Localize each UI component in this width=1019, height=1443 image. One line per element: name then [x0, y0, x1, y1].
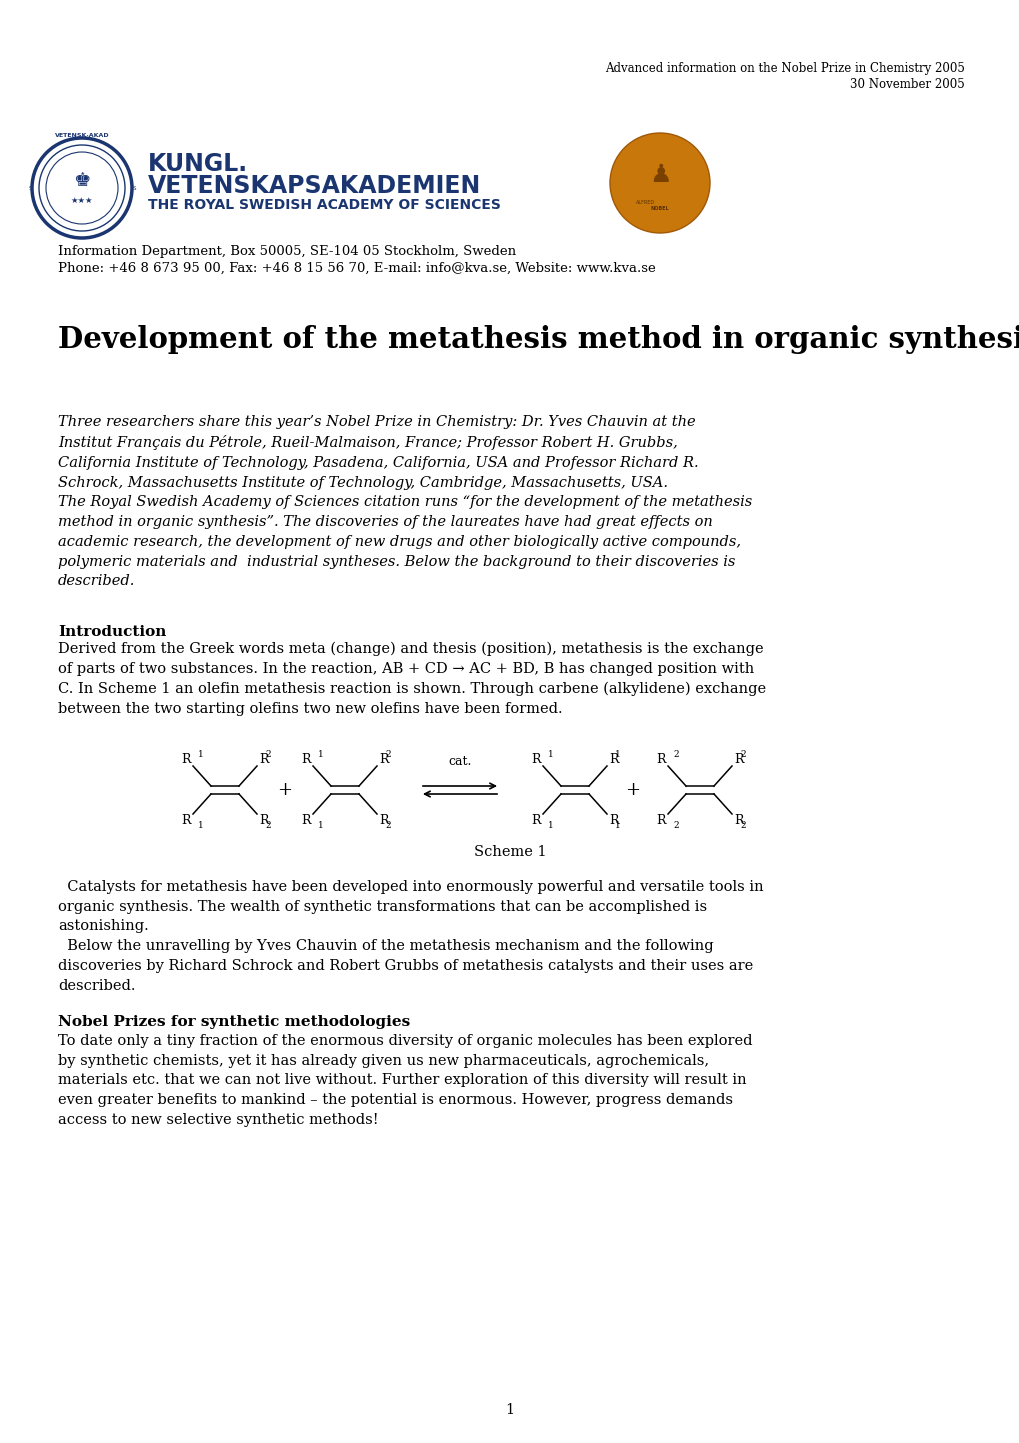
Text: R: R — [734, 814, 743, 827]
Text: NOBEL: NOBEL — [650, 206, 668, 212]
Text: 2: 2 — [384, 750, 390, 759]
Text: ♚: ♚ — [73, 170, 91, 189]
Text: VETENSK·AKAD: VETENSK·AKAD — [55, 133, 109, 139]
Text: R: R — [531, 753, 540, 766]
Text: 1: 1 — [318, 750, 323, 759]
Text: +: + — [625, 781, 639, 799]
Circle shape — [613, 137, 705, 229]
Text: Scheme 1: Scheme 1 — [473, 846, 546, 859]
Text: R: R — [656, 753, 665, 766]
Text: R: R — [608, 814, 618, 827]
Text: R: R — [181, 753, 191, 766]
Text: 1: 1 — [318, 821, 323, 830]
Text: 1: 1 — [198, 821, 204, 830]
Text: R: R — [259, 753, 268, 766]
Text: Catalysts for metathesis have been developed into enormously powerful and versat: Catalysts for metathesis have been devel… — [58, 880, 763, 993]
Text: R: R — [531, 814, 540, 827]
Text: 2: 2 — [673, 821, 678, 830]
Text: +: + — [277, 781, 292, 799]
Text: KUNGL.: KUNGL. — [148, 152, 248, 176]
Text: 1: 1 — [614, 750, 621, 759]
Text: Advanced information on the Nobel Prize in Chemistry 2005: Advanced information on the Nobel Prize … — [604, 62, 964, 75]
Text: 2: 2 — [739, 750, 745, 759]
Text: Three researchers share this year’s Nobel Prize in Chemistry: Dr. Yves Chauvin a: Three researchers share this year’s Nobe… — [58, 416, 752, 589]
Text: Nobel Prizes for synthetic methodologies: Nobel Prizes for synthetic methodologies — [58, 1014, 410, 1029]
Text: R: R — [259, 814, 268, 827]
Text: 1: 1 — [547, 821, 553, 830]
Text: ♟: ♟ — [648, 163, 671, 188]
Text: S: S — [132, 186, 136, 190]
Text: ★★★: ★★★ — [70, 195, 93, 205]
Text: Derived from the Greek words meta (change) and thesis (position), metathesis is : Derived from the Greek words meta (chang… — [58, 642, 765, 716]
Text: 2: 2 — [673, 750, 678, 759]
Text: 1: 1 — [547, 750, 553, 759]
Text: S: S — [29, 186, 32, 190]
Circle shape — [609, 133, 709, 232]
Text: 2: 2 — [739, 821, 745, 830]
Text: 1: 1 — [614, 821, 621, 830]
Text: R: R — [302, 753, 311, 766]
Text: 2: 2 — [384, 821, 390, 830]
Text: THE ROYAL SWEDISH ACADEMY OF SCIENCES: THE ROYAL SWEDISH ACADEMY OF SCIENCES — [148, 198, 500, 212]
Text: R: R — [379, 753, 388, 766]
Text: Development of the metathesis method in organic synthesis: Development of the metathesis method in … — [58, 325, 1019, 354]
Text: 2: 2 — [265, 750, 270, 759]
Text: Information Department, Box 50005, SE-104 05 Stockholm, Sweden: Information Department, Box 50005, SE-10… — [58, 245, 516, 258]
Text: 1: 1 — [505, 1403, 514, 1417]
Text: R: R — [608, 753, 618, 766]
Text: R: R — [302, 814, 311, 827]
Text: R: R — [656, 814, 665, 827]
Text: cat.: cat. — [448, 755, 471, 768]
Text: 30 November 2005: 30 November 2005 — [850, 78, 964, 91]
Text: ALFRED: ALFRED — [636, 201, 655, 205]
Text: R: R — [181, 814, 191, 827]
Text: To date only a tiny fraction of the enormous diversity of organic molecules has : To date only a tiny fraction of the enor… — [58, 1035, 752, 1127]
Circle shape — [622, 144, 697, 221]
Text: R: R — [734, 753, 743, 766]
Text: 2: 2 — [265, 821, 270, 830]
Text: 1: 1 — [198, 750, 204, 759]
Text: Phone: +46 8 673 95 00, Fax: +46 8 15 56 70, E-mail: info@kva.se, Website: www.k: Phone: +46 8 673 95 00, Fax: +46 8 15 56… — [58, 263, 655, 276]
Text: VETENSKAPSAKADEMIEN: VETENSKAPSAKADEMIEN — [148, 175, 481, 198]
Text: R: R — [379, 814, 388, 827]
Text: Introduction: Introduction — [58, 625, 166, 639]
